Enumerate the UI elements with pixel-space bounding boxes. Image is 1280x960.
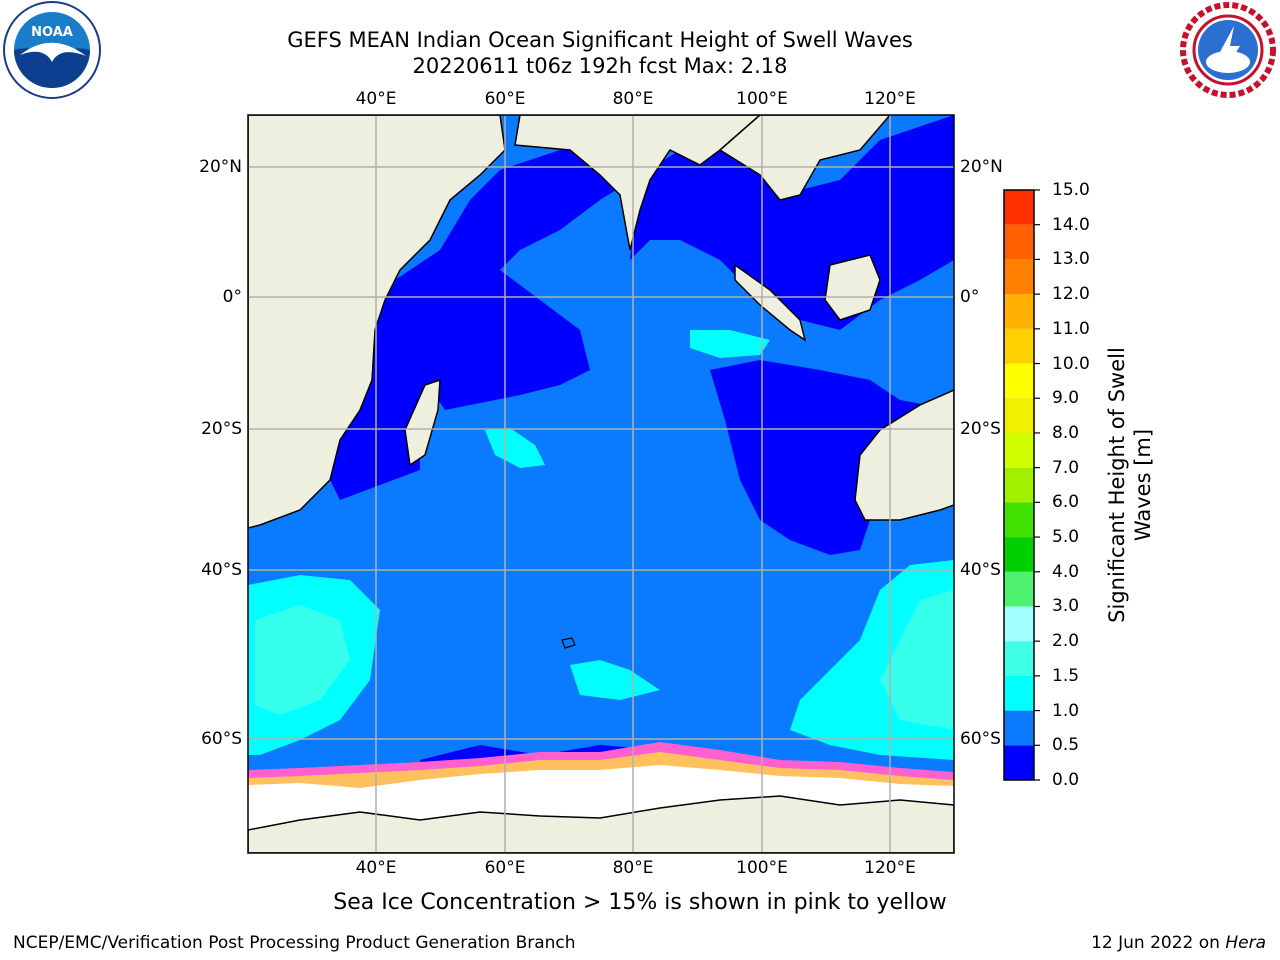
lat-tick-left: 40°S: [201, 560, 242, 580]
colorbar-tick-label: 10.0: [1052, 353, 1090, 374]
lon-tick-bottom: 100°E: [736, 858, 788, 878]
colorbar-band: [1004, 432, 1034, 468]
colorbar-band: [1004, 537, 1034, 572]
lat-tick-left: 60°S: [201, 729, 242, 749]
colorbar-band: [1004, 224, 1034, 260]
colorbar-tick-label: 1.0: [1052, 700, 1080, 721]
lon-tick-top: 100°E: [736, 89, 788, 109]
lat-tick-right: 40°S: [960, 560, 1001, 580]
colorbar-tick-label: 9.0: [1052, 388, 1080, 409]
footer-credit: NCEP/EMC/Verification Post Processing Pr…: [13, 933, 576, 953]
noaa-logo: NOAA: [3, 1, 101, 99]
map-area: [248, 115, 954, 853]
lat-tick-right: 20°S: [960, 419, 1001, 439]
colorbar-tick-label: 14.0: [1052, 214, 1090, 235]
colorbar-label: Significant Height of Swell Waves [m]: [1105, 347, 1155, 623]
colorbar-tick-label: 0.0: [1052, 770, 1080, 790]
lon-tick-top: 60°E: [484, 89, 526, 109]
chart-subtitle: 20220611 t06z 192h fcst Max: 2.18: [412, 54, 788, 78]
lon-tick-bottom: 40°E: [355, 858, 397, 878]
colorbar-band: [1004, 259, 1034, 295]
colorbar: [1003, 189, 1040, 781]
colorbar-band: [1004, 571, 1034, 607]
colorbar-tick-label: 8.0: [1052, 422, 1080, 443]
colorbar-band: [1004, 363, 1034, 399]
lon-tick-bottom: 80°E: [612, 858, 654, 878]
colorbar-band: [1004, 190, 1034, 225]
colorbar-tick-label: 11.0: [1052, 318, 1090, 339]
colorbar-tick-label: 1.5: [1052, 665, 1080, 686]
colorbar-band: [1004, 745, 1034, 780]
chart-title: GEFS MEAN Indian Ocean Significant Heigh…: [287, 28, 913, 52]
colorbar-band: [1004, 710, 1034, 746]
colorbar-frame: [1003, 189, 1035, 781]
lon-tick-bottom: 120°E: [864, 858, 916, 878]
colorbar-tick-label: 4.0: [1052, 561, 1080, 582]
colorbar-tick-label: 12.0: [1052, 284, 1090, 305]
colorbar-band: [1004, 675, 1034, 711]
lon-tick-bottom: 60°E: [484, 858, 526, 878]
colorbar-tick-label: 15.0: [1052, 180, 1090, 200]
colorbar-band: [1004, 502, 1034, 538]
colorbar-band: [1004, 606, 1034, 642]
colorbar-tick-label: 7.0: [1052, 457, 1080, 478]
colorbar-tick-label: 0.5: [1052, 735, 1080, 756]
nws-logo: [1180, 2, 1276, 98]
lat-tick-left: 20°S: [201, 419, 242, 439]
colorbar-tick-label: 6.0: [1052, 492, 1080, 513]
lat-tick-right: 20°N: [960, 157, 1003, 177]
graticule: [248, 115, 954, 853]
colorbar-tick-label: 3.0: [1052, 596, 1080, 617]
colorbar-band: [1004, 467, 1034, 503]
upper-swell-regions: [255, 590, 954, 730]
lat-tick-left: 20°N: [199, 157, 242, 177]
noaa-logo-text: NOAA: [31, 25, 73, 40]
lon-tick-top: 40°E: [355, 89, 397, 109]
map-frame: [247, 114, 955, 854]
lat-tick-right: 0°: [960, 287, 980, 307]
colorbar-tick-label: 2.0: [1052, 631, 1080, 652]
colorbar-band: [1004, 328, 1034, 364]
sea-ice-caption: Sea Ice Concentration > 15% is shown in …: [333, 890, 947, 915]
colorbar-band: [1004, 294, 1034, 329]
colorbar-band: [1004, 398, 1034, 433]
colorbar-tick-label: 13.0: [1052, 249, 1090, 270]
lon-tick-top: 80°E: [612, 89, 654, 109]
lon-tick-top: 120°E: [864, 89, 916, 109]
colorbar-tick-label: 5.0: [1052, 527, 1080, 548]
lat-tick-right: 60°S: [960, 729, 1001, 749]
colorbar-band: [1004, 641, 1034, 676]
lat-tick-left: 0°: [222, 287, 242, 307]
footer-date: 12 Jun 2022 on Hera: [1091, 933, 1266, 953]
kerguelen-island: [561, 637, 576, 649]
